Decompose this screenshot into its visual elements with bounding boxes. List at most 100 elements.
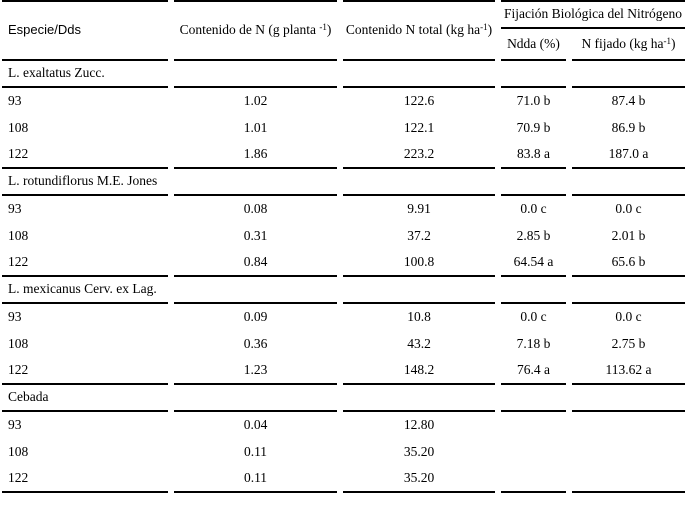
n-fijado-cell: 113.62 a [572,358,685,385]
n-planta-cell: 0.04 [243,417,268,433]
dds-cell: 93 [8,417,22,433]
section-empty-cell [343,277,495,304]
n-planta-cell: 0.31 [243,228,268,244]
data-row: 122 0.11 35.20 [2,466,685,493]
ndda-cell: 7.18 b [516,336,551,352]
ndda-cell: 0.0 c [520,309,547,325]
section-empty-cell [572,61,685,88]
section-header-row: L. rotundiflorus M.E. Jones [2,169,685,196]
section-title-cell: L. rotundiflorus M.E. Jones [2,169,168,196]
dds-cell: 93 [8,201,22,217]
header-ndda: Ndda (%) [501,29,566,61]
dds-cell: 108 [8,444,29,460]
dds-cell: 108 [8,336,29,352]
dds-cell: 93 [8,93,22,109]
ndda-cell: 2.85 b [516,228,551,244]
dds-cell: 122 [2,358,168,385]
header-especie-dds: Especie/Dds [2,0,168,61]
header-n-fijado: N fijado (kg ha-1) [572,29,685,61]
section-empty-cell [501,169,566,196]
header-contenido-n-total: Contenido N total (kg ha-1) [343,0,495,61]
n-planta-cell: 0.11 [243,444,268,460]
data-row: 108 0.36 43.2 7.18 b 2.75 b [2,331,685,358]
section-empty-cell [572,385,685,412]
data-row: 122 1.23 148.2 76.4 a 113.62 a [2,358,685,385]
ndda-cell [501,466,566,493]
section-title-cell: L. exaltatus Zucc. [2,61,168,88]
section-header-row: Cebada [2,385,685,412]
data-row: 108 0.31 37.2 2.85 b 2.01 b [2,223,685,250]
n-total-cell: 9.91 [407,201,431,217]
section-title-cell: Cebada [2,385,168,412]
n-fijado-cell: 65.6 b [572,250,685,277]
data-row: 93 0.09 10.8 0.0 c 0.0 c [2,304,685,331]
n-planta-cell: 0.11 [174,466,337,493]
data-row: 93 0.08 9.91 0.0 c 0.0 c [2,196,685,223]
section-empty-cell [343,169,495,196]
n-total-cell: 10.8 [407,309,431,325]
ndda-cell: 64.54 a [501,250,566,277]
dds-cell: 122 [2,250,168,277]
n-fijado-cell: 2.75 b [611,336,646,352]
superscript-minus-one: -1 [480,22,488,33]
header-fijacion-biologica-group: Fijación Biológica del Nitrógeno [501,0,685,29]
n-total-cell: 35.20 [403,444,435,460]
section-empty-cell [174,277,337,304]
n-total-cell: 122.1 [403,120,435,136]
nitrogen-fixation-table: Especie/Dds Contenido de N (g planta -1)… [2,0,685,493]
header-text: Contenido de N (g planta [179,22,320,38]
dds-cell: 93 [8,309,22,325]
n-total-cell: 35.20 [343,466,495,493]
header-row-sub: Ndda (%) N fijado (kg ha-1) [2,29,685,61]
section-empty-cell [501,277,566,304]
header-text: ) [671,35,676,51]
ndda-cell [501,412,566,439]
n-planta-cell: 1.23 [174,358,337,385]
section-empty-cell [501,385,566,412]
section-header-row: L. mexicanus Cerv. ex Lag. [2,277,685,304]
ndda-cell: 70.9 b [516,120,551,136]
section-empty-cell [343,385,495,412]
dds-cell: 122 [2,142,168,169]
section-empty-cell [343,61,495,88]
ndda-cell: 0.0 c [520,201,547,217]
n-total-cell: 37.2 [407,228,431,244]
ndda-cell: 83.8 a [501,142,566,169]
n-fijado-cell [572,412,685,439]
section-empty-cell [174,385,337,412]
n-fijado-cell [572,466,685,493]
n-planta-cell: 0.08 [243,201,268,217]
n-planta-cell: 0.36 [243,336,268,352]
n-planta-cell: 0.84 [174,250,337,277]
ndda-cell [501,439,566,466]
n-total-cell: 223.2 [343,142,495,169]
section-empty-cell [174,169,337,196]
header-text: N fijado (kg ha [581,35,664,51]
section-empty-cell [174,61,337,88]
data-row: 93 0.04 12.80 [2,412,685,439]
header-text: ) [487,22,493,38]
n-total-cell: 12.80 [403,417,435,433]
n-fijado-cell: 2.01 b [611,228,646,244]
n-total-cell: 148.2 [343,358,495,385]
data-row: 122 1.86 223.2 83.8 a 187.0 a [2,142,685,169]
data-row: 108 1.01 122.1 70.9 b 86.9 b [2,115,685,142]
n-fijado-cell: 0.0 c [615,201,642,217]
n-planta-cell: 0.09 [243,309,268,325]
section-empty-cell [572,169,685,196]
ndda-cell: 76.4 a [501,358,566,385]
n-total-cell: 43.2 [407,336,431,352]
n-fijado-cell: 87.4 b [611,93,646,109]
data-row: 108 0.11 35.20 [2,439,685,466]
n-fijado-cell: 187.0 a [572,142,685,169]
header-text: Contenido N total (kg ha [345,22,481,38]
n-fijado-cell: 0.0 c [615,309,642,325]
n-planta-cell: 1.01 [243,120,268,136]
dds-cell: 108 [8,120,29,136]
dds-cell: 108 [8,228,29,244]
ndda-cell: 71.0 b [516,93,551,109]
superscript-minus-one: -1 [319,22,327,33]
header-row-top: Especie/Dds Contenido de N (g planta -1)… [2,0,685,61]
data-row: 93 1.02 122.6 71.0 b 87.4 b [2,88,685,115]
